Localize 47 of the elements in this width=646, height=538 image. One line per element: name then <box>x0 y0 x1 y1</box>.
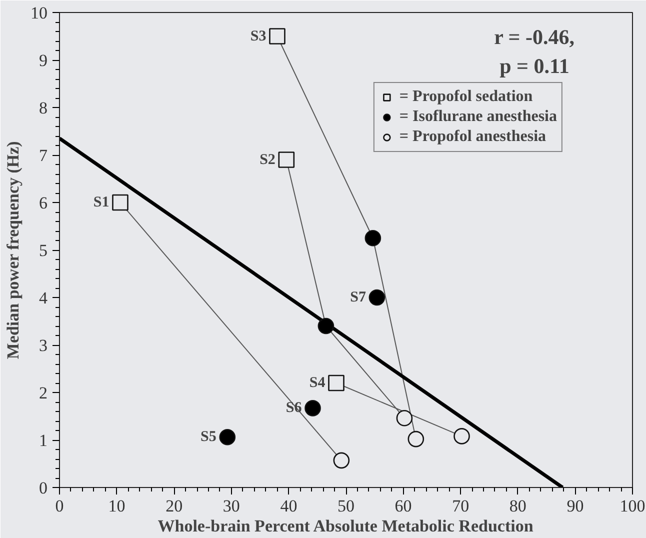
y-tick-label: 7 <box>39 146 48 165</box>
annotation: S1 <box>93 194 110 210</box>
y-tick-label: 10 <box>30 4 48 22</box>
y-tick-label: 0 <box>39 478 48 498</box>
x-tick-label: 10 <box>108 496 126 516</box>
y-tick-label: 6 <box>39 194 48 212</box>
legend-label: = Propofol anesthesia <box>399 128 546 146</box>
y-tick-label: 5 <box>39 241 48 260</box>
point <box>408 430 424 448</box>
x-tick-label: 0 <box>55 496 64 516</box>
annotation: S2 <box>260 152 276 168</box>
annotation: S3 <box>250 28 266 44</box>
annotation: r = -0.46, p = 0.11 <box>494 25 575 78</box>
point <box>328 374 344 392</box>
legend-label: = Isoflurane anesthesia <box>399 108 557 126</box>
annotation: S7 <box>350 290 366 306</box>
x-tick-label: 20 <box>166 496 183 516</box>
point <box>364 230 382 246</box>
x-tick-label: 90 <box>566 496 584 516</box>
annotation: S4 <box>309 375 326 391</box>
point <box>454 428 470 444</box>
y-axis-title: Median power frequency (Hz) <box>4 141 22 360</box>
x-axis-title: Whole-brain Percent Absolute Metabolic Reduction <box>158 516 534 536</box>
x-tick-label: 30 <box>222 496 240 516</box>
point <box>396 410 413 426</box>
y-tick-label: 2 <box>39 384 48 402</box>
point <box>318 318 334 334</box>
point <box>112 194 128 211</box>
point <box>219 429 236 446</box>
x-tick-label: 60 <box>394 496 412 516</box>
y-tick-label: 9 <box>39 51 48 70</box>
y-tick-label: 4 <box>39 288 48 308</box>
point <box>304 400 321 416</box>
y-tick-label: 3 <box>39 336 48 355</box>
point <box>333 452 350 469</box>
point <box>278 152 295 168</box>
y-tick-label: 8 <box>39 98 48 118</box>
legend-label: = Propofol sedation <box>399 88 533 106</box>
x-tick-label: 100 <box>620 496 646 516</box>
annotation: S5 <box>200 429 216 446</box>
x-tick-label: 50 <box>338 496 354 516</box>
x-tick-label: 40 <box>280 496 298 516</box>
x-tick-label: 80 <box>509 496 526 516</box>
x-tick-label: 70 <box>452 496 470 516</box>
point <box>368 289 386 306</box>
point <box>269 28 286 44</box>
y-tick-label: 1 <box>39 431 48 450</box>
